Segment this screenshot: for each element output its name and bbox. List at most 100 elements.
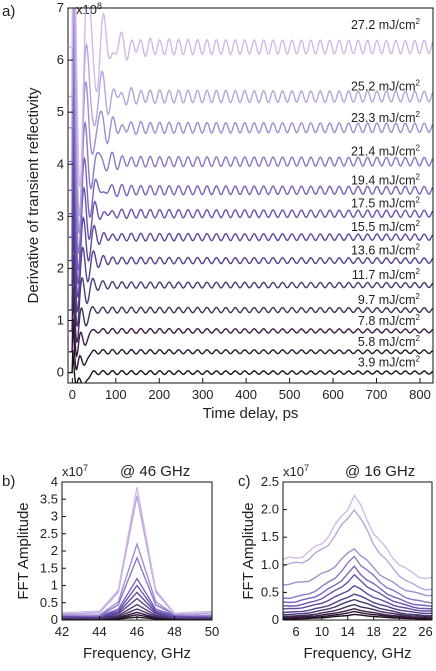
panel-b-x-axis-label: Frequency, GHz (83, 645, 191, 662)
panel-b-series-line (61, 487, 213, 615)
panel-c-series-line (282, 555, 433, 604)
panel-a-series-line (68, 255, 433, 344)
panel-b-series-line (61, 556, 213, 617)
panel-c-multiplier-exp: 7 (304, 463, 309, 473)
panel-c-series-line (282, 584, 433, 612)
panel-c-x-tick-label: 10 (315, 624, 329, 639)
panel-a-fluence-label: 27.2 mJ/cm2 (351, 17, 421, 32)
panel-c-x-tick-label: 6 (292, 624, 299, 639)
panel-a-label: a) (2, 3, 15, 20)
panel-b-series-line (61, 541, 213, 617)
panel-a-y-tick-label: 3 (57, 208, 64, 223)
svg-text:x108: x108 (76, 1, 102, 17)
panel-a-series-line (68, 8, 433, 188)
panel-b-x-tick-label: 46 (130, 624, 144, 639)
panel-b-y-tick-label: 1 (51, 578, 58, 593)
panel-a-x-tick-label: 0 (69, 387, 76, 402)
panel-a-fluence-label: 15.5 mJ/cm2 (351, 219, 421, 234)
panel-a-x-tick-label: 400 (235, 387, 257, 402)
panel-c-y-tick-label: 1.5 (261, 529, 279, 544)
panel-a-multiplier-exp: 8 (97, 1, 102, 11)
panel-a-series-line (68, 70, 433, 272)
panel-a-x-tick-label: 700 (366, 387, 388, 402)
panel-a-series-line (68, 8, 433, 217)
panel-a-series-line (68, 143, 433, 298)
panel-c-series-line (282, 493, 433, 580)
panel-a-fluence-label: 7.8 mJ/cm2 (358, 313, 421, 328)
panel-a-x-tick-label: 600 (322, 387, 344, 402)
panel-a-fluence-label: 5.8 mJ/cm2 (358, 334, 421, 349)
panel-a-x-axis-label: Time delay, ps (203, 405, 299, 422)
panel-c-plot-area (282, 481, 433, 621)
panel-a-y-tick-label: 7 (57, 0, 64, 15)
panel-b-x-tick-label: 42 (55, 624, 69, 639)
panel-a-x-tick-label: 200 (148, 387, 170, 402)
panel-a-x-tick-label: 500 (279, 387, 301, 402)
panel-b-y-tick-label: 2.5 (40, 526, 58, 541)
panel-b-series-line (61, 577, 213, 617)
panel-c-multiplier-base: x10 (283, 464, 304, 479)
panel-b-y-tick-label: 1.5 (40, 560, 58, 575)
panel-a-series-line (68, 8, 433, 234)
panel-a-plot-area (67, 7, 434, 384)
panel-b-y-tick-label: 0 (51, 612, 58, 627)
panel-a-fluence-label: 11.7 mJ/cm2 (352, 267, 421, 282)
panel-c-x-tick-label: 26 (418, 624, 432, 639)
panel-a-y-tick-label: 0 (57, 365, 64, 380)
panel-c-series-line (282, 573, 433, 610)
panel-c-series-line (282, 548, 433, 597)
panel-c-series-line (282, 607, 433, 619)
panel-c-label: c) (238, 473, 251, 490)
panel-c-title: @ 16 GHz (345, 463, 415, 480)
panel-a-series-line (68, 287, 433, 359)
panel-c-x-tick-label: 18 (366, 624, 380, 639)
panel-a-fluence-label: 9.7 mJ/cm2 (358, 292, 421, 307)
panel-c-series-line (283, 603, 433, 618)
panel-a-y-tick-label: 6 (57, 52, 64, 67)
panel-a-series-line (68, 217, 433, 327)
panel-a-fluence-label: 23.3 mJ/cm2 (351, 110, 421, 125)
panel-b-multiplier-base: x10 (62, 464, 83, 479)
panel-a-fluence-label: 21.4 mJ/cm2 (351, 144, 421, 159)
panel-a-x-tick-label: 800 (409, 387, 431, 402)
panel-a-multiplier: x108 (76, 1, 102, 17)
panel-a-fluence-label: 19.4 mJ/cm2 (351, 172, 421, 187)
panel-b-label: b) (2, 473, 15, 490)
panel-b-multiplier-exp: 7 (83, 463, 88, 473)
panel-b-x-tick-label: 44 (92, 624, 106, 639)
panel-b-multiplier: x107 (62, 463, 88, 479)
panel-a-x-tick-label: 100 (105, 387, 127, 402)
panel-c-series-line (282, 598, 432, 617)
panel-b-x-tick-label: 48 (167, 624, 181, 639)
panel-a-y-tick-label: 4 (57, 156, 64, 171)
panel-b-y-tick-label: 0.5 (40, 595, 58, 610)
panel-a-fluence-label: 17.5 mJ/cm2 (351, 196, 421, 211)
panel-c-y-tick-label: 2.0 (261, 502, 279, 517)
panel-c-y-axis-label: FFT Amplitude (240, 502, 257, 599)
panel-b-y-tick-label: 4 (51, 474, 58, 489)
panel-c-multiplier: x107 (283, 463, 309, 479)
panel-c-series-line (282, 613, 432, 620)
panel-c-x-tick-label: 14 (341, 624, 355, 639)
panel-b-y-axis-label: FFT Amplitude (15, 502, 32, 599)
panel-b-series-line (61, 597, 213, 619)
panel-b-y-tick-label: 2 (51, 543, 58, 558)
panel-b-y-tick-label: 3 (51, 509, 58, 524)
panel-a-x-tick-label: 300 (192, 387, 214, 402)
panel-a-series-line (68, 179, 433, 314)
panel-a-fluence-label: 25.2 mJ/cm2 (351, 79, 421, 94)
panel-a-y-tick-label: 5 (57, 104, 64, 119)
panel-a-series-line (68, 318, 433, 371)
panel-a-series-line (68, 107, 433, 284)
panel-b-title: @ 46 GHz (120, 463, 190, 480)
panel-a-series-line (68, 350, 433, 383)
panel-c-y-tick-label: 2.5 (261, 474, 279, 489)
panel-a-y-tick-label: 2 (57, 260, 64, 275)
panel-c-series-line (282, 508, 433, 591)
panel-b-series-line (61, 495, 213, 615)
panel-c-x-axis-label: Frequency, GHz (303, 645, 411, 662)
panel-b-y-tick-label: 3.5 (40, 491, 58, 506)
panel-c-series-line (283, 610, 432, 619)
panel-c-x-tick-label: 22 (392, 624, 406, 639)
